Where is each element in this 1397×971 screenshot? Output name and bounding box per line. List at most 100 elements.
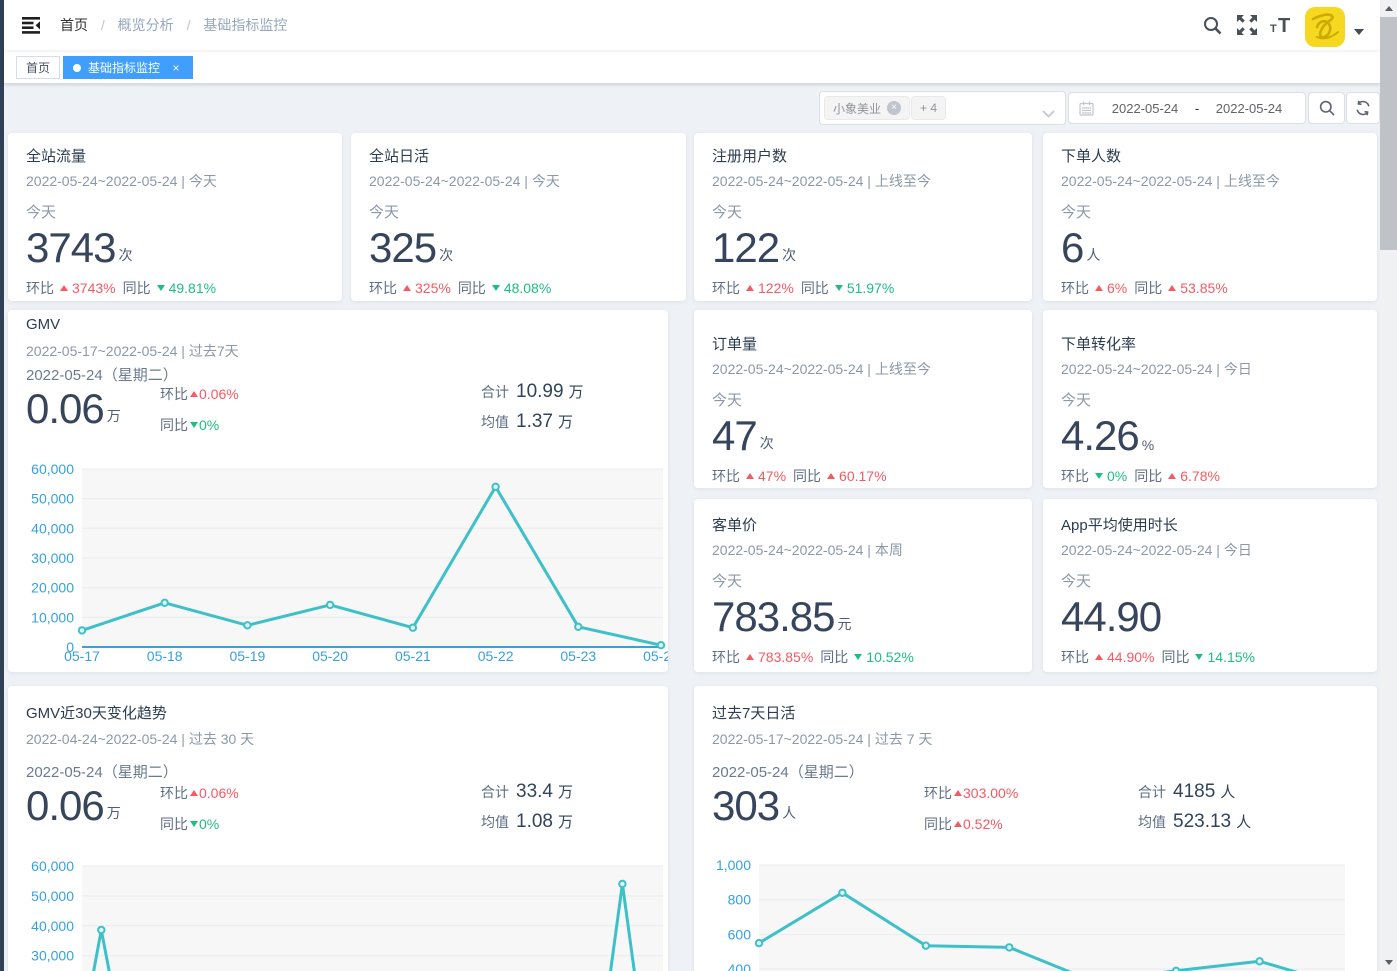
kpi-value: 303 人 xyxy=(712,782,797,829)
svg-text:05-23: 05-23 xyxy=(560,648,596,664)
trend-up-icon xyxy=(190,391,198,397)
kpi-value: 47 次 xyxy=(712,412,774,459)
svg-text:800: 800 xyxy=(728,892,752,908)
trend-mom: 环比 783.85% xyxy=(712,649,814,665)
scrollbar-up-arrow[interactable] xyxy=(1380,0,1397,17)
stat-average: 均值 1.37 万 xyxy=(481,411,573,432)
card-date-range: 2022-05-24~2022-05-24 | 今天 xyxy=(369,173,560,189)
card-title: App平均使用时长 xyxy=(1061,517,1178,534)
trend-up-icon xyxy=(954,821,962,827)
collapsed-sidebar[interactable] xyxy=(0,0,4,971)
trend-up-icon xyxy=(746,285,754,291)
font-size-icon[interactable]: T T xyxy=(1268,13,1294,37)
kpi-unit: 次 xyxy=(439,247,454,263)
trend-yoy: 同比 6.78% xyxy=(1134,468,1220,484)
search-button[interactable] xyxy=(1308,92,1345,124)
breadcrumb-home[interactable]: 首页 xyxy=(60,17,88,33)
trend-mom: 环比 122% xyxy=(712,280,794,296)
card-period-label: 今天 xyxy=(369,204,400,221)
date-range-picker[interactable]: 2022-05-24 - 2022-05-24 xyxy=(1068,92,1306,124)
trend-row: 环比 6% 同比 53.85% xyxy=(1061,278,1228,298)
breadcrumb-separator: / xyxy=(186,17,191,33)
tab-home[interactable]: 首页 xyxy=(16,56,61,79)
trend-mom: 环比 0.06% xyxy=(160,386,239,402)
trend-down-icon xyxy=(854,654,863,660)
line-chart: 02004006008001,00005-1705-1805-1905-2005… xyxy=(716,857,1345,971)
date-start-value[interactable]: 2022-05-24 xyxy=(1111,100,1179,116)
kpi-value: 783.85 元 xyxy=(712,593,852,640)
trend-row: 环比 0% 同比 6.78% xyxy=(1061,466,1220,486)
tabs-bar: 首页 基础指标监控 × xyxy=(4,50,1380,84)
kpi-card-site-traffic: 全站流量 2022-05-24~2022-05-24 | 今天 今天 3743 次环比 3… xyxy=(8,133,342,301)
trend-yoy: 同比 0% xyxy=(160,816,220,832)
card-period-label: 今天 xyxy=(1061,573,1092,590)
svg-text:50,000: 50,000 xyxy=(31,491,74,507)
tab-close-icon[interactable]: × xyxy=(172,60,180,75)
kpi-unit: 万 xyxy=(106,805,121,821)
totals-rows: 合计 33.4 万均值 1.08 万 xyxy=(481,781,573,833)
tab-label: 基础指标监控 xyxy=(88,61,161,75)
hamburger-icon[interactable] xyxy=(15,14,47,36)
trend-row: 环比 783.85% 同比 10.52% xyxy=(712,647,914,667)
org-tag: 小象美业 × xyxy=(824,96,911,120)
svg-text:20,000: 20,000 xyxy=(31,580,74,596)
trend-mom: 环比 47% xyxy=(712,468,787,484)
kpi-card-order-people: 下单人数 2022-05-24~2022-05-24 | 上线至今 今天 6 人环比 6%… xyxy=(1043,133,1377,301)
stat-total: 合计 33.4 万 xyxy=(481,781,573,802)
trend-yoy: 同比 49.81% xyxy=(122,280,217,296)
tab-basic-metrics[interactable]: 基础指标监控 × xyxy=(63,56,194,79)
svg-text:1,000: 1,000 xyxy=(716,857,751,873)
card-date-range: 2022-05-24~2022-05-24 | 今日 xyxy=(1061,542,1252,558)
svg-text:60,000: 60,000 xyxy=(31,858,74,874)
trend-mom: 环比 3743% xyxy=(26,280,116,296)
trend-up-icon xyxy=(746,473,754,479)
card-period-label: 今天 xyxy=(712,392,743,409)
date-end-value[interactable]: 2022-05-24 xyxy=(1215,100,1283,116)
trend-row: 环比 3743% 同比 49.81% xyxy=(26,278,216,298)
trend-row: 环比 325% 同比 48.08% xyxy=(369,278,551,298)
trend-up-icon xyxy=(190,790,198,796)
svg-text:600: 600 xyxy=(728,926,752,942)
scrollbar-down-arrow[interactable] xyxy=(1380,954,1397,971)
svg-text:05-17: 05-17 xyxy=(64,648,100,664)
fullscreen-icon[interactable] xyxy=(1234,13,1260,37)
kpi-unit: 元 xyxy=(837,616,852,632)
card-date-range: 2022-05-24~2022-05-24 | 今天 xyxy=(26,173,217,189)
card-date-range: 2022-05-24~2022-05-24 | 上线至今 xyxy=(712,361,931,377)
svg-text:50,000: 50,000 xyxy=(31,888,74,904)
kpi-card-avg-order-value: 客单价 2022-05-24~2022-05-24 | 本周 今天 783.85 元环比… xyxy=(694,499,1032,672)
kpi-card-app-usage-time: App平均使用时长 2022-05-24~2022-05-24 | 今日 今天 44.… xyxy=(1043,499,1377,672)
remove-tag-icon[interactable]: × xyxy=(887,101,902,115)
avatar[interactable] xyxy=(1305,7,1345,47)
card-title: GMV xyxy=(26,316,61,333)
svg-text:400: 400 xyxy=(728,961,752,971)
kpi-unit: 人 xyxy=(782,805,797,821)
kpi-unit: 人 xyxy=(1086,247,1101,263)
kpi-unit: % xyxy=(1141,437,1155,453)
org-select[interactable]: 小象美业 × + 4 xyxy=(819,91,1066,125)
trend-yoy: 同比 10.52% xyxy=(820,649,914,665)
search-icon[interactable] xyxy=(1199,13,1225,37)
kpi-unit: 次 xyxy=(759,435,774,451)
card-title: 客单价 xyxy=(712,517,758,534)
refresh-button[interactable] xyxy=(1346,92,1380,124)
trend-row: 环比 47% 同比 60.17% xyxy=(712,466,887,486)
date-range-separator: - xyxy=(1194,100,1200,116)
trend-mom: 环比 0% xyxy=(1061,468,1128,484)
svg-text:0: 0 xyxy=(66,639,74,655)
card-title: 下单转化率 xyxy=(1061,336,1137,353)
dashboard-content: 小象美业 × + 4 2022-05-24 - 2022-05-24 xyxy=(4,84,1380,971)
kpi-card-conversion-rate: 下单转化率 2022-05-24~2022-05-24 | 今日 今天 4.26% 环比… xyxy=(1043,310,1377,488)
trend-mom: 环比 0.06% xyxy=(160,785,239,801)
svg-text:05-22: 05-22 xyxy=(478,648,514,664)
kpi-value: 44.90 xyxy=(1061,593,1162,640)
totals-rows: 合计 10.99 万均值 1.37 万 xyxy=(481,381,584,433)
line-chart: 010,00020,00030,00040,00050,00060,00004-… xyxy=(31,858,663,971)
scrollbar-thumb[interactable] xyxy=(1380,17,1397,250)
caret-down-icon[interactable] xyxy=(1354,29,1364,35)
card-title: 全站流量 xyxy=(26,148,87,165)
trend-mom: 环比 6% xyxy=(1061,280,1128,296)
trend-rows: 环比 303.00% 同比 0.52% xyxy=(924,783,1018,834)
card-date-range: 2022-05-24~2022-05-24 | 本周 xyxy=(712,542,903,558)
